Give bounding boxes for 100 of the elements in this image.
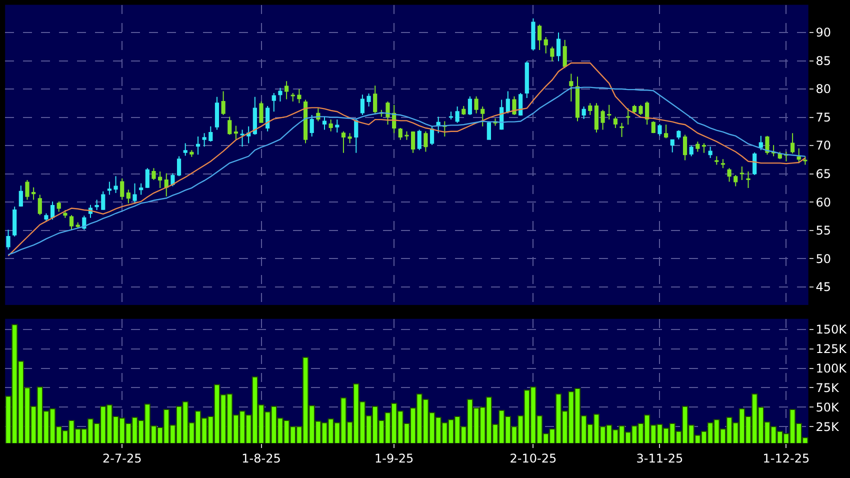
candlestick [518, 92, 523, 116]
candlestick [266, 105, 270, 132]
y-tick-label: 50K [816, 400, 840, 414]
candlestick [63, 209, 68, 218]
candlestick [348, 132, 352, 144]
candlestick [670, 138, 674, 153]
candlestick [259, 100, 264, 124]
x-tick-label: 1-12-25 [762, 452, 810, 466]
candlestick [506, 90, 510, 114]
y-tick-label: 80 [816, 82, 832, 96]
candlestick [758, 135, 763, 151]
candlestick [208, 126, 213, 142]
candlestick [480, 106, 485, 127]
candlestick [354, 118, 358, 154]
candlestick [303, 99, 308, 144]
candlestick [69, 214, 74, 230]
candlestick [176, 156, 182, 177]
candlestick [341, 130, 346, 154]
candlestick [152, 168, 156, 181]
candlestick [94, 199, 99, 210]
candlestick [664, 124, 668, 139]
candlestick [550, 46, 554, 62]
candlestick [132, 182, 137, 204]
candlestick [145, 168, 150, 188]
candlestick [417, 129, 422, 151]
candlestick [25, 180, 30, 200]
candlestick [335, 119, 340, 134]
candlestick [746, 171, 750, 188]
candlestick [752, 152, 757, 176]
y-tick-label: 50 [816, 252, 832, 266]
candlestick [562, 39, 567, 69]
candlestick [328, 119, 333, 132]
candlestick [322, 116, 327, 130]
y-tick-label: 85 [816, 54, 832, 68]
candlestick [790, 132, 795, 154]
candlestick [139, 182, 144, 196]
candlestick [544, 36, 548, 54]
y-tick-label: 60 [816, 195, 832, 210]
y-tick-label: 25K [816, 420, 840, 434]
candlestick [727, 168, 732, 182]
candlestick [398, 128, 402, 140]
candlestick [600, 109, 605, 130]
y-tick-label: 90 [816, 26, 832, 40]
candlestick [234, 125, 238, 140]
y-tick-label: 125K [816, 342, 848, 356]
y-tick-label: 45 [816, 280, 832, 294]
candlestick [297, 88, 302, 104]
candlestick [228, 116, 232, 136]
candlestick [196, 136, 200, 156]
candlestick [430, 126, 434, 146]
candlestick [240, 129, 244, 148]
candlestick [468, 96, 472, 116]
candlestick [101, 190, 106, 210]
y-tick-label: 65 [816, 167, 832, 182]
candlestick [56, 201, 61, 212]
candlestick [366, 93, 371, 108]
candlestick [772, 144, 776, 157]
candlestick [455, 106, 460, 124]
candlestick [246, 126, 251, 144]
candlestick [588, 102, 592, 116]
candlestick [740, 166, 744, 181]
candlestick [158, 171, 162, 188]
y-tick-label: 55 [816, 224, 832, 238]
candlestick [538, 24, 542, 51]
candlestick [252, 96, 257, 136]
candlestick [474, 96, 478, 114]
candlestick [373, 85, 378, 114]
candlestick [126, 189, 130, 204]
candlestick [632, 104, 636, 114]
candlestick [556, 32, 561, 62]
candlestick [696, 141, 700, 152]
y-tick-label: 70 [816, 138, 832, 153]
candlestick [645, 100, 650, 126]
candlestick [626, 108, 630, 126]
candlestick [448, 111, 454, 120]
candlestick [803, 156, 808, 166]
candlestick [620, 122, 624, 138]
candlestick [486, 120, 491, 140]
candlestick [114, 176, 118, 194]
x-tick-label: 1-9-25 [374, 452, 414, 466]
candlestick [689, 145, 694, 157]
candlestick [708, 146, 712, 158]
candlestick [594, 102, 599, 134]
candlestick [310, 114, 314, 137]
candlestick [424, 130, 428, 152]
candlestick [290, 92, 295, 102]
y-tick-label: 150K [816, 322, 848, 337]
x-tick-label: 2-7-25 [102, 452, 142, 466]
x-tick-label: 1-8-25 [242, 452, 281, 466]
candlestick [404, 130, 409, 140]
candlestick [512, 96, 516, 116]
candlestick [170, 172, 175, 187]
candlestick [682, 134, 688, 161]
candlestick [442, 120, 447, 137]
candlestick [44, 212, 48, 222]
candlestick [607, 104, 612, 120]
candlestick [702, 142, 706, 154]
candlestick [120, 178, 124, 200]
candlestick [714, 156, 719, 166]
candlestick [6, 229, 10, 250]
